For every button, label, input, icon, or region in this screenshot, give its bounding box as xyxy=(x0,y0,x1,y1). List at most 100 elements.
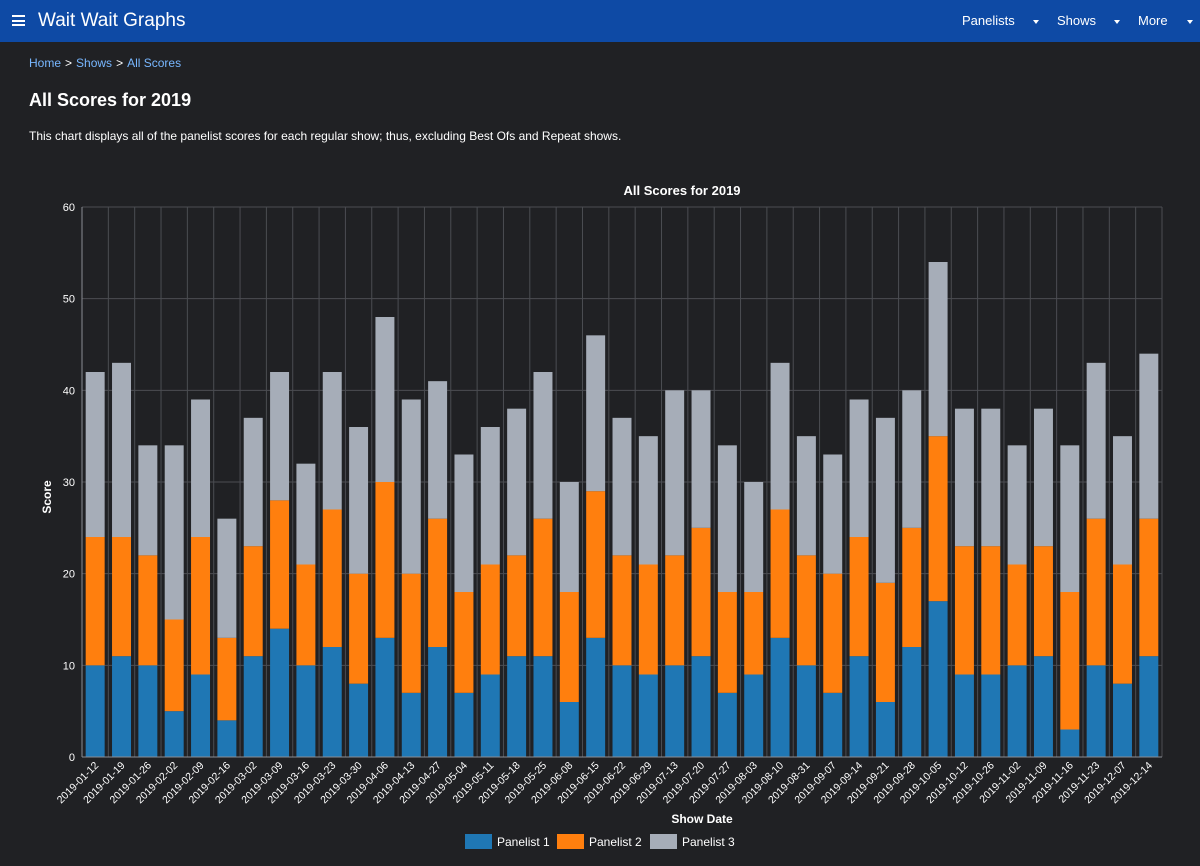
bar-panelist-1[interactable] xyxy=(902,647,922,757)
legend-swatch[interactable] xyxy=(650,834,677,849)
bar-panelist-3[interactable] xyxy=(480,427,500,565)
bar-panelist-3[interactable] xyxy=(375,317,395,482)
bar-panelist-1[interactable] xyxy=(270,628,290,757)
bar-panelist-2[interactable] xyxy=(85,537,105,666)
brand-title[interactable]: Wait Wait Graphs xyxy=(38,10,186,31)
bar-panelist-1[interactable] xyxy=(164,711,184,757)
bar-panelist-3[interactable] xyxy=(665,390,685,556)
bar-panelist-1[interactable] xyxy=(691,656,711,757)
bar-panelist-2[interactable] xyxy=(1033,546,1053,657)
bar-panelist-1[interactable] xyxy=(1060,729,1080,758)
bar-panelist-2[interactable] xyxy=(691,527,711,657)
bar-panelist-1[interactable] xyxy=(1086,665,1106,757)
bar-panelist-1[interactable] xyxy=(717,692,737,757)
bar-panelist-2[interactable] xyxy=(928,436,948,602)
bar-panelist-3[interactable] xyxy=(296,463,316,565)
bar-panelist-2[interactable] xyxy=(401,573,421,693)
bar-panelist-1[interactable] xyxy=(586,637,606,757)
menu-icon[interactable] xyxy=(12,15,25,26)
bar-panelist-2[interactable] xyxy=(217,637,237,721)
bar-panelist-2[interactable] xyxy=(1060,592,1080,730)
bar-panelist-3[interactable] xyxy=(507,408,527,556)
bar-panelist-3[interactable] xyxy=(954,408,974,547)
bar-panelist-1[interactable] xyxy=(480,674,500,758)
bar-panelist-2[interactable] xyxy=(823,573,843,693)
bar-panelist-1[interactable] xyxy=(1139,656,1159,757)
bar-panelist-1[interactable] xyxy=(849,656,869,757)
bar-panelist-2[interactable] xyxy=(270,500,290,629)
bar-panelist-1[interactable] xyxy=(375,637,395,757)
bar-panelist-2[interactable] xyxy=(375,482,395,638)
bar-panelist-2[interactable] xyxy=(559,592,579,702)
bar-panelist-1[interactable] xyxy=(533,656,553,757)
legend-label[interactable]: Panelist 2 xyxy=(589,835,642,849)
bar-panelist-2[interactable] xyxy=(164,619,184,712)
bar-panelist-1[interactable] xyxy=(85,665,105,757)
bar-panelist-2[interactable] xyxy=(586,491,606,638)
bar-panelist-1[interactable] xyxy=(559,702,579,757)
bar-panelist-2[interactable] xyxy=(507,555,527,657)
bar-panelist-1[interactable] xyxy=(823,692,843,757)
bar-panelist-3[interactable] xyxy=(902,390,922,528)
bar-panelist-3[interactable] xyxy=(823,454,843,574)
bar-panelist-1[interactable] xyxy=(217,720,237,757)
bar-panelist-1[interactable] xyxy=(296,665,316,757)
bar-panelist-3[interactable] xyxy=(981,408,1001,547)
bar-panelist-3[interactable] xyxy=(1086,362,1106,519)
breadcrumb-shows[interactable]: Shows xyxy=(76,56,113,70)
bar-panelist-1[interactable] xyxy=(428,647,448,757)
bar-panelist-1[interactable] xyxy=(322,647,342,757)
legend-swatch[interactable] xyxy=(557,834,584,849)
bar-panelist-2[interactable] xyxy=(1086,518,1106,666)
bar-panelist-3[interactable] xyxy=(401,399,421,574)
bar-panelist-1[interactable] xyxy=(744,674,764,758)
bar-panelist-2[interactable] xyxy=(875,582,895,702)
bar-panelist-3[interactable] xyxy=(638,436,658,565)
bar-panelist-3[interactable] xyxy=(559,482,579,592)
bar-panelist-3[interactable] xyxy=(428,381,448,519)
bar-panelist-1[interactable] xyxy=(112,656,131,757)
bar-panelist-1[interactable] xyxy=(954,674,974,758)
bar-panelist-2[interactable] xyxy=(612,555,632,666)
bar-panelist-2[interactable] xyxy=(112,537,131,657)
bar-panelist-2[interactable] xyxy=(902,527,922,647)
bar-panelist-2[interactable] xyxy=(638,564,658,675)
bar-panelist-1[interactable] xyxy=(401,692,421,757)
bar-panelist-3[interactable] xyxy=(217,518,237,638)
bar-panelist-2[interactable] xyxy=(533,518,553,657)
bar-panelist-3[interactable] xyxy=(1007,445,1027,565)
bar-panelist-3[interactable] xyxy=(1060,445,1080,592)
bar-panelist-1[interactable] xyxy=(507,656,527,757)
bar-panelist-1[interactable] xyxy=(191,674,211,758)
bar-panelist-3[interactable] xyxy=(243,417,263,547)
bar-panelist-2[interactable] xyxy=(296,564,316,666)
bar-panelist-3[interactable] xyxy=(849,399,869,538)
bar-panelist-1[interactable] xyxy=(1113,683,1132,757)
bar-panelist-3[interactable] xyxy=(770,362,790,510)
bar-panelist-2[interactable] xyxy=(1139,518,1159,657)
bar-panelist-3[interactable] xyxy=(1113,436,1132,565)
bar-panelist-3[interactable] xyxy=(138,445,158,556)
bar-panelist-3[interactable] xyxy=(586,335,606,492)
bar-panelist-3[interactable] xyxy=(796,436,816,556)
bar-panelist-2[interactable] xyxy=(1113,564,1132,684)
bar-panelist-1[interactable] xyxy=(981,674,1001,758)
bar-panelist-2[interactable] xyxy=(191,537,211,675)
bar-panelist-1[interactable] xyxy=(665,665,685,757)
bar-panelist-1[interactable] xyxy=(928,601,948,757)
bar-panelist-2[interactable] xyxy=(138,555,158,666)
bar-panelist-1[interactable] xyxy=(770,637,790,757)
bar-panelist-3[interactable] xyxy=(744,482,764,592)
bar-panelist-3[interactable] xyxy=(112,362,131,537)
breadcrumb-home[interactable]: Home xyxy=(29,56,62,70)
nav-shows[interactable]: Shows xyxy=(1057,13,1121,28)
bar-panelist-3[interactable] xyxy=(322,372,342,510)
bar-panelist-3[interactable] xyxy=(164,445,184,620)
bar-panelist-2[interactable] xyxy=(428,518,448,647)
bar-panelist-3[interactable] xyxy=(533,372,553,519)
bar-panelist-1[interactable] xyxy=(454,692,474,757)
bar-panelist-3[interactable] xyxy=(454,454,474,593)
legend-label[interactable]: Panelist 1 xyxy=(497,835,550,849)
nav-more[interactable]: More xyxy=(1138,13,1193,28)
bar-panelist-1[interactable] xyxy=(612,665,632,757)
